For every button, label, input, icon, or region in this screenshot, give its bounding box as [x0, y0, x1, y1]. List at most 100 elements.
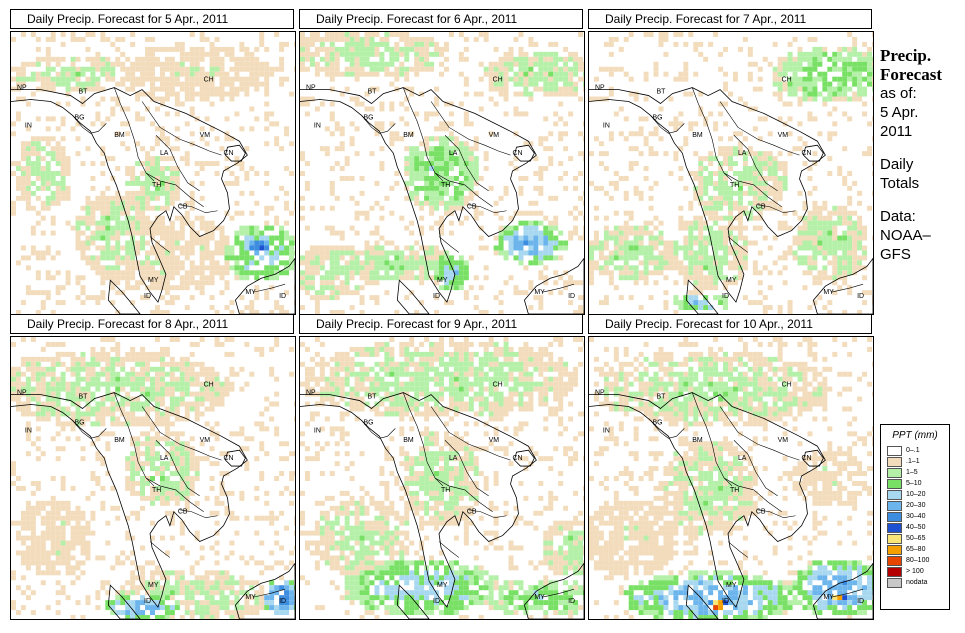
precip-cell — [508, 161, 514, 167]
precip-cell — [384, 275, 390, 281]
precip-cell — [324, 245, 330, 251]
precip-cell — [90, 421, 96, 427]
precip-cell — [264, 500, 270, 506]
precip-cell — [364, 61, 370, 67]
precip-cell — [20, 175, 26, 181]
precip-cell — [184, 490, 190, 496]
precip-cell — [628, 76, 634, 82]
precip-cell — [782, 250, 788, 256]
precip-cell — [120, 361, 126, 367]
precip-cell — [424, 171, 430, 176]
precip-cell — [344, 250, 350, 256]
precip-cell — [862, 56, 868, 62]
precip-cell — [742, 36, 748, 42]
precip-cell — [244, 436, 250, 442]
precip-cell — [533, 76, 539, 82]
precip-cell — [857, 71, 863, 77]
precip-cell — [199, 381, 205, 387]
precip-cell — [219, 401, 225, 407]
precip-cell — [120, 66, 126, 72]
precip-cell — [35, 71, 41, 77]
precip-cell — [723, 295, 729, 301]
precip-cell — [90, 346, 96, 352]
precip-cell — [239, 126, 245, 132]
precip-cell — [468, 146, 474, 152]
precip-cell — [135, 225, 141, 231]
precip-map: NP BT BG IN BM CH VM LA CN TH CB MY ID MY ID — [10, 336, 296, 620]
precip-cell — [698, 156, 704, 162]
precip-cell — [718, 205, 724, 211]
precip-cell — [329, 32, 335, 37]
precip-cell — [174, 230, 180, 236]
precip-cell — [713, 180, 719, 186]
precip-cell — [683, 245, 689, 251]
precip-cell — [100, 200, 106, 206]
precip-cell — [419, 66, 425, 72]
precip-cell — [618, 275, 624, 281]
precip-cell — [254, 116, 260, 122]
precip-cell — [90, 476, 96, 481]
precip-cell — [304, 180, 310, 186]
precip-cell — [568, 56, 574, 62]
country-label: NP — [595, 85, 605, 92]
precip-cell — [194, 171, 200, 176]
precip-cell — [304, 46, 310, 52]
precip-cell — [140, 485, 146, 491]
precip-cell — [718, 175, 724, 181]
precip-cell — [249, 66, 255, 72]
precip-cell — [184, 386, 190, 392]
precip-cell — [154, 180, 160, 186]
precip-cell — [523, 81, 529, 87]
precip-cell — [443, 146, 449, 152]
precip-cell — [209, 250, 215, 256]
precip-cell — [140, 401, 146, 407]
precip-cell — [174, 466, 180, 472]
precip-cell — [35, 361, 41, 367]
precip-cell — [130, 215, 136, 221]
precip-cell — [20, 146, 26, 152]
precip-cell — [159, 401, 165, 407]
precip-cell — [11, 341, 16, 347]
precip-cell — [832, 210, 838, 216]
precip-cell — [130, 386, 136, 392]
precip-cell — [15, 530, 21, 536]
precip-cell — [473, 210, 479, 216]
precip-cell — [229, 351, 235, 357]
precip-cell — [30, 366, 36, 372]
precip-cell — [513, 106, 519, 112]
precip-cell — [832, 245, 838, 251]
precip-cell — [369, 151, 375, 157]
precip-cell — [35, 411, 41, 417]
precip-cell — [658, 250, 664, 256]
precip-cell — [458, 156, 464, 162]
precip-cell — [15, 520, 21, 526]
precip-cell — [130, 421, 136, 427]
precip-cell — [229, 171, 235, 176]
precip-cell — [214, 520, 220, 526]
precip-cell — [448, 195, 454, 201]
precip-cell — [822, 235, 828, 241]
precip-cell — [533, 156, 539, 162]
precip-cell — [737, 185, 743, 191]
precip-cell — [364, 36, 370, 42]
country-label: NP — [17, 85, 27, 92]
precip-cell — [45, 411, 51, 417]
precip-cell — [300, 41, 305, 47]
precip-cell — [394, 131, 400, 137]
precip-cell — [194, 361, 200, 367]
precip-cell — [15, 185, 21, 191]
precip-cell — [503, 111, 509, 117]
precip-cell — [284, 260, 290, 266]
precip-cell — [85, 260, 91, 266]
precip-cell — [115, 230, 121, 236]
precip-cell — [169, 200, 175, 206]
precip-cell — [25, 525, 31, 531]
precip-cell — [20, 255, 26, 261]
precip-cell — [284, 166, 290, 172]
precip-cell — [732, 171, 738, 176]
precip-cell — [30, 146, 36, 152]
precip-cell — [777, 185, 783, 191]
precip-cell — [404, 146, 410, 152]
precip-cell — [219, 451, 225, 457]
precip-cell — [443, 166, 449, 172]
